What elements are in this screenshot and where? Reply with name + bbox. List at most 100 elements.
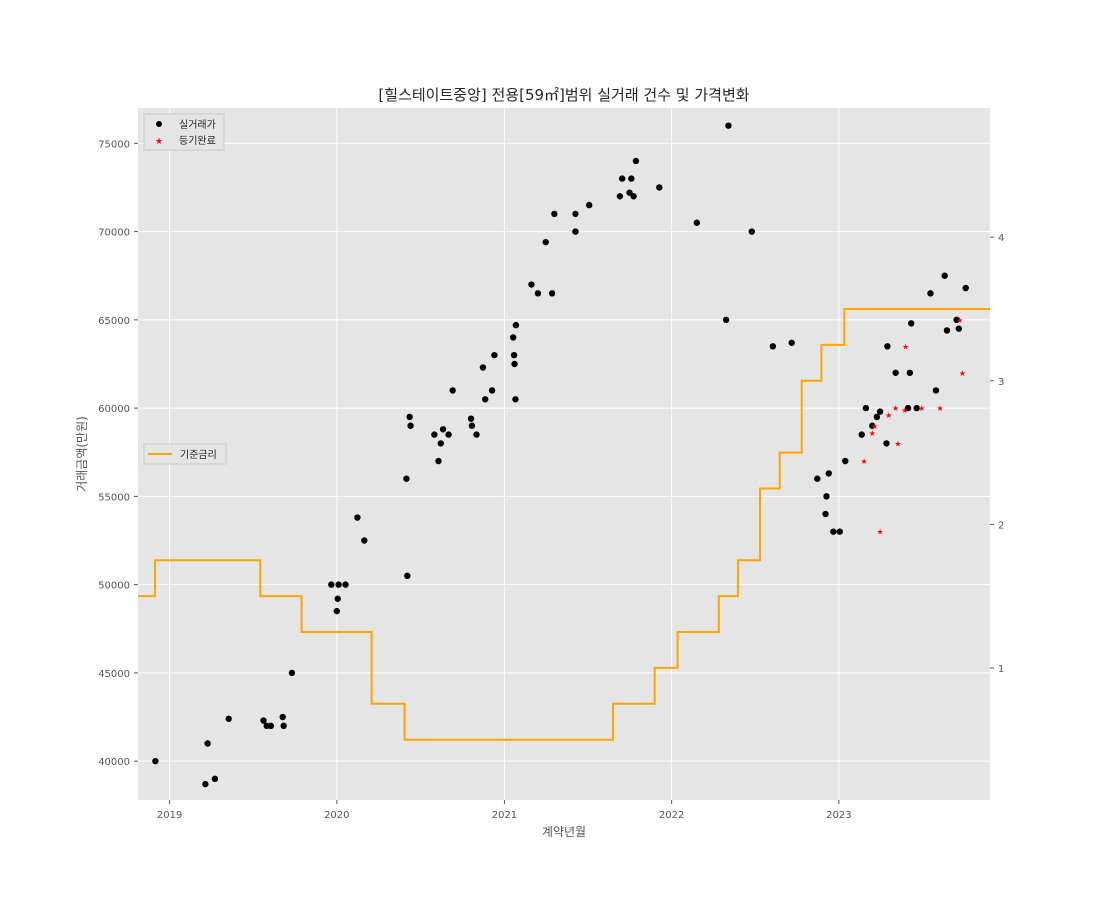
- trade-point: [439, 426, 447, 433]
- y-tick-label: 65000: [98, 316, 130, 327]
- trade-point: [955, 325, 963, 332]
- legend-markers: 실거래가 ★ 등기완료: [143, 113, 225, 151]
- trade-point: [572, 210, 579, 218]
- y-tick-label: 40000: [98, 757, 130, 768]
- trade-point: [883, 440, 890, 447]
- trade-point: [431, 431, 438, 438]
- trade-point: [693, 219, 701, 226]
- trade-point: [632, 157, 640, 165]
- trade-point: [748, 228, 756, 235]
- registered-point: ★: [901, 406, 908, 415]
- trade-point: [913, 404, 920, 412]
- trade-point: [354, 514, 361, 521]
- trade-point: [404, 572, 411, 580]
- trade-point: [152, 757, 159, 765]
- x-tick-label: 2022: [659, 810, 684, 821]
- chart-title: [힐스테이트중앙] 전용[59㎡]범위 실거래 건수 및 가격변화: [378, 86, 749, 104]
- trade-point: [884, 343, 891, 350]
- y2-tick-label: 3: [998, 377, 1004, 388]
- trade-point: [528, 281, 535, 288]
- trade-point: [445, 431, 452, 438]
- trade-point: [437, 440, 444, 447]
- registered-point: ★: [959, 369, 966, 378]
- registered-point: ★: [860, 457, 867, 466]
- trade-point: [406, 413, 413, 421]
- legend-registered-marker: ★: [155, 137, 163, 147]
- registered-point: ★: [936, 404, 943, 413]
- x-tick-label: 2021: [492, 810, 517, 821]
- trade-point: [204, 740, 211, 747]
- y-tick-label: 45000: [98, 669, 130, 680]
- trade-point: [906, 369, 914, 376]
- rate-step-line: [138, 307, 990, 741]
- y2-tick-label: 4: [998, 233, 1004, 244]
- trade-point: [830, 528, 837, 535]
- y-axis: 40000 45000 50000 55000 60000 65000 70000 75000: [98, 139, 138, 768]
- trade-series: [152, 122, 969, 788]
- trade-point: [342, 581, 349, 588]
- y2-tick-label: 1: [998, 664, 1004, 675]
- trade-point: [932, 387, 940, 394]
- trade-point: [585, 201, 593, 209]
- x-tick-label: 2020: [324, 810, 349, 821]
- legend-registered-label: 등기완료: [179, 135, 216, 147]
- trade-point: [479, 364, 487, 371]
- trade-point: [509, 334, 517, 341]
- y-axis-label: 거래금액(만원): [75, 416, 89, 492]
- trade-point: [260, 717, 267, 724]
- y-tick-label: 55000: [98, 492, 130, 503]
- trade-point: [927, 290, 934, 297]
- registered-point: ★: [876, 528, 883, 537]
- rate-series: [138, 307, 990, 741]
- trade-point: [361, 537, 368, 544]
- legend-rate-label: 기준금리: [180, 449, 217, 461]
- trade-point: [510, 351, 518, 359]
- trade-point: [630, 193, 637, 200]
- trade-point: [407, 422, 414, 429]
- trade-point: [482, 396, 489, 403]
- trade-point: [876, 408, 884, 415]
- trade-point: [288, 669, 296, 677]
- trade-point: [328, 581, 335, 588]
- trade-point: [512, 396, 519, 403]
- trade-point: [449, 387, 456, 394]
- plot-background: [138, 108, 990, 800]
- legend-trade-label: 실거래가: [179, 119, 216, 131]
- trade-point: [467, 415, 475, 422]
- trade-point: [225, 715, 232, 722]
- x-axis: 2019 2020 2021 2022 2023: [157, 800, 852, 821]
- registered-point: ★: [902, 342, 909, 351]
- registered-point: ★: [892, 404, 899, 413]
- trade-point: [279, 713, 286, 721]
- trade-point: [403, 475, 410, 482]
- trade-point: [534, 290, 542, 297]
- x-tick-label: 2023: [826, 810, 851, 821]
- grid: [138, 108, 990, 800]
- registered-point: ★: [956, 316, 963, 325]
- x-tick-label: 2019: [157, 810, 182, 821]
- trade-point: [892, 369, 899, 376]
- trade-point: [512, 321, 520, 329]
- y-tick-label: 60000: [98, 404, 130, 415]
- trade-point: [280, 722, 287, 730]
- y-tick-label: 50000: [98, 581, 130, 592]
- trade-point: [542, 238, 549, 246]
- trade-point: [814, 475, 821, 482]
- trade-point: [962, 284, 969, 292]
- trade-point: [769, 343, 777, 350]
- trade-point: [572, 228, 579, 235]
- trade-point: [488, 387, 496, 394]
- trade-point: [825, 470, 832, 477]
- trade-point: [551, 210, 558, 218]
- trade-point: [334, 595, 341, 602]
- trade-point: [725, 122, 732, 129]
- trade-point: [722, 316, 730, 324]
- trade-point: [468, 422, 476, 429]
- trade-point: [473, 431, 480, 438]
- registered-point: ★: [918, 404, 925, 413]
- y-tick-label: 75000: [98, 139, 130, 150]
- x-axis-label: 계약년월: [542, 824, 586, 839]
- trade-point: [842, 457, 849, 465]
- legend-box: [143, 113, 225, 151]
